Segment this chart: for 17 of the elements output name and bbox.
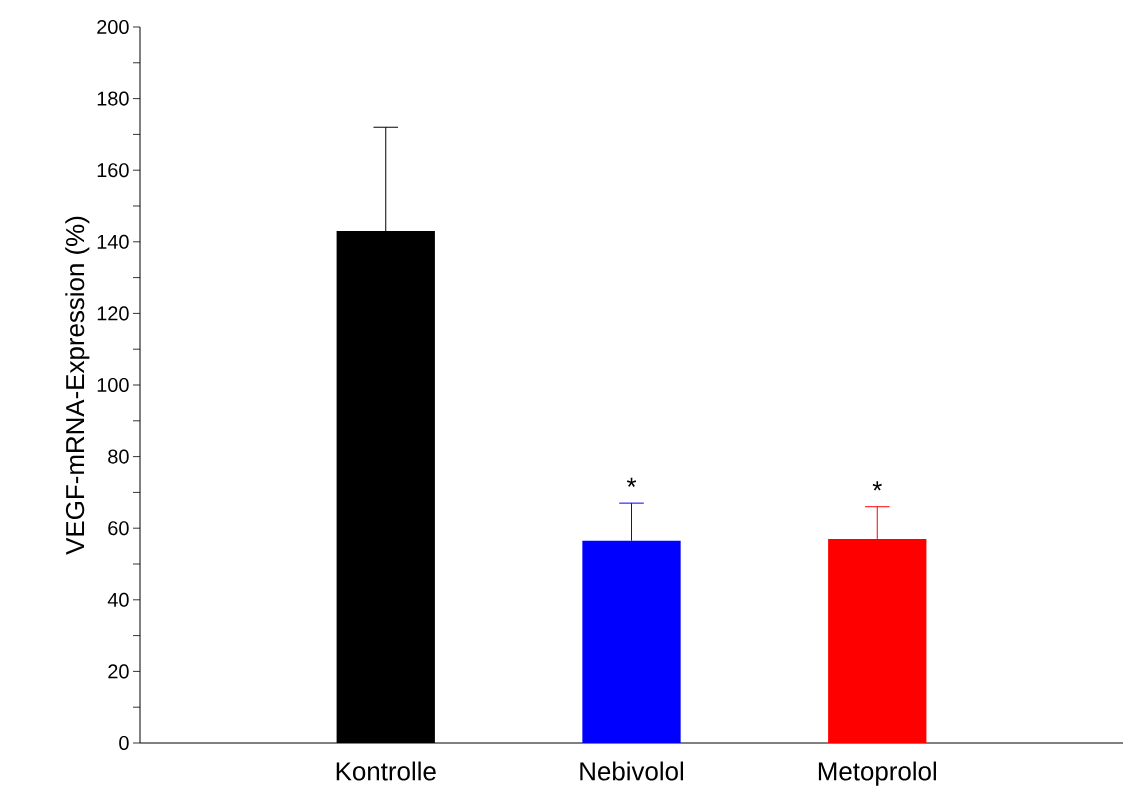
y-tick-label: 0 [119, 735, 129, 751]
x-tick-label: Nebivolol [580, 761, 684, 781]
y-tick-label: 80 [108, 449, 129, 464]
y-tick-label: 180 [97, 91, 129, 106]
y-tick-label: 20 [108, 664, 129, 679]
x-tick-label: Kontrolle [336, 761, 436, 781]
x-tick-label: Metoprolol [818, 761, 936, 786]
y-tick-label: 160 [97, 163, 129, 178]
y-tick-label: 200 [97, 19, 129, 35]
y-axis-title: VEGF-mRNA-Expression (%) [65, 216, 90, 555]
y-tick-label: 100 [97, 377, 129, 393]
y-tick-label: 120 [97, 306, 129, 321]
y-tick-label: 40 [107, 592, 129, 607]
y-tick-label: 140 [97, 234, 129, 249]
annotation: * [626, 477, 637, 487]
y-tick-label: 60 [108, 521, 129, 536]
annotation: * [872, 481, 882, 491]
